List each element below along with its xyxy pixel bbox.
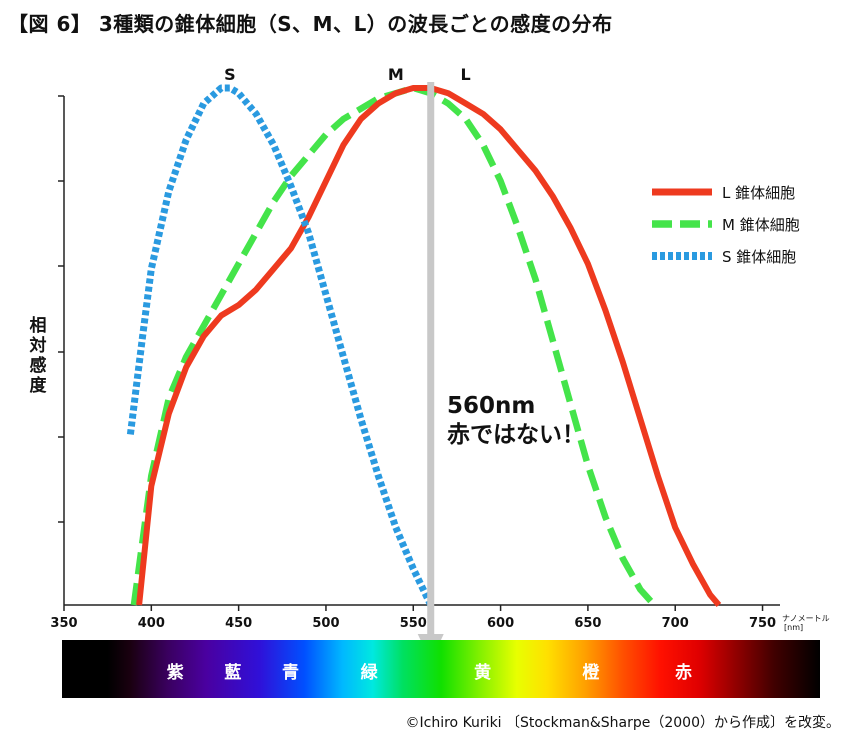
legend-label-l: L 錐体細胞 — [722, 184, 796, 202]
series-layer — [126, 84, 722, 608]
legend-lines — [652, 188, 712, 260]
x-tick-label: 700 — [662, 616, 689, 631]
credit-note: ©Ichiro Kuriki 〔Stockman&Sharpe（2000）から作… — [405, 715, 840, 731]
peak-labels: LMS — [224, 65, 471, 84]
x-tick-label: 400 — [138, 616, 165, 631]
peak-label-l: L — [461, 65, 471, 84]
spectrum-label: 黄 — [474, 663, 492, 683]
visible-spectrum-bar — [62, 640, 820, 698]
legend-label-m: M 錐体細胞 — [722, 216, 800, 234]
spectrum-label: 紫 — [166, 663, 184, 683]
x-tick-label: 450 — [225, 616, 252, 631]
x-tick-label: 500 — [312, 616, 339, 631]
series-line-m — [130, 84, 657, 608]
legend-label-s: S 錐体細胞 — [722, 248, 797, 266]
x-tick-label: 750 — [749, 616, 776, 631]
x-tick-label: 350 — [50, 616, 77, 631]
marker-label-line2: 赤ではない！ — [447, 422, 585, 448]
marker-annotation: 560nm 赤ではない！ — [447, 392, 585, 450]
x-tick-label: 550 — [400, 616, 427, 631]
y-axis-label: 相対感度 — [29, 316, 47, 396]
x-unit: [nm] — [784, 623, 804, 632]
x-unit-kana: ナノメートル — [782, 614, 830, 623]
x-tick-label: 600 — [487, 616, 514, 631]
spectrum-label: 赤 — [674, 663, 692, 683]
spectrum-label: 緑 — [360, 663, 378, 683]
marker-arrow — [417, 82, 444, 662]
chart-title: 【図 6】 3種類の錐体細胞（S、M、L）の波長ごとの感度の分布 — [8, 12, 613, 36]
spectrum-label: 青 — [282, 663, 300, 683]
axes: 350 400 450 500 550 600 650 700 750 — [50, 95, 780, 631]
spectrum-label: 藍 — [224, 663, 242, 683]
peak-label-s: S — [224, 65, 236, 84]
x-tick-label: 650 — [574, 616, 601, 631]
series-line-s — [126, 84, 434, 607]
marker-label-line1: 560nm — [447, 393, 536, 419]
spectrum-label: 橙 — [582, 663, 600, 683]
marker-shaft — [427, 82, 435, 637]
peak-label-m: M — [388, 65, 404, 84]
